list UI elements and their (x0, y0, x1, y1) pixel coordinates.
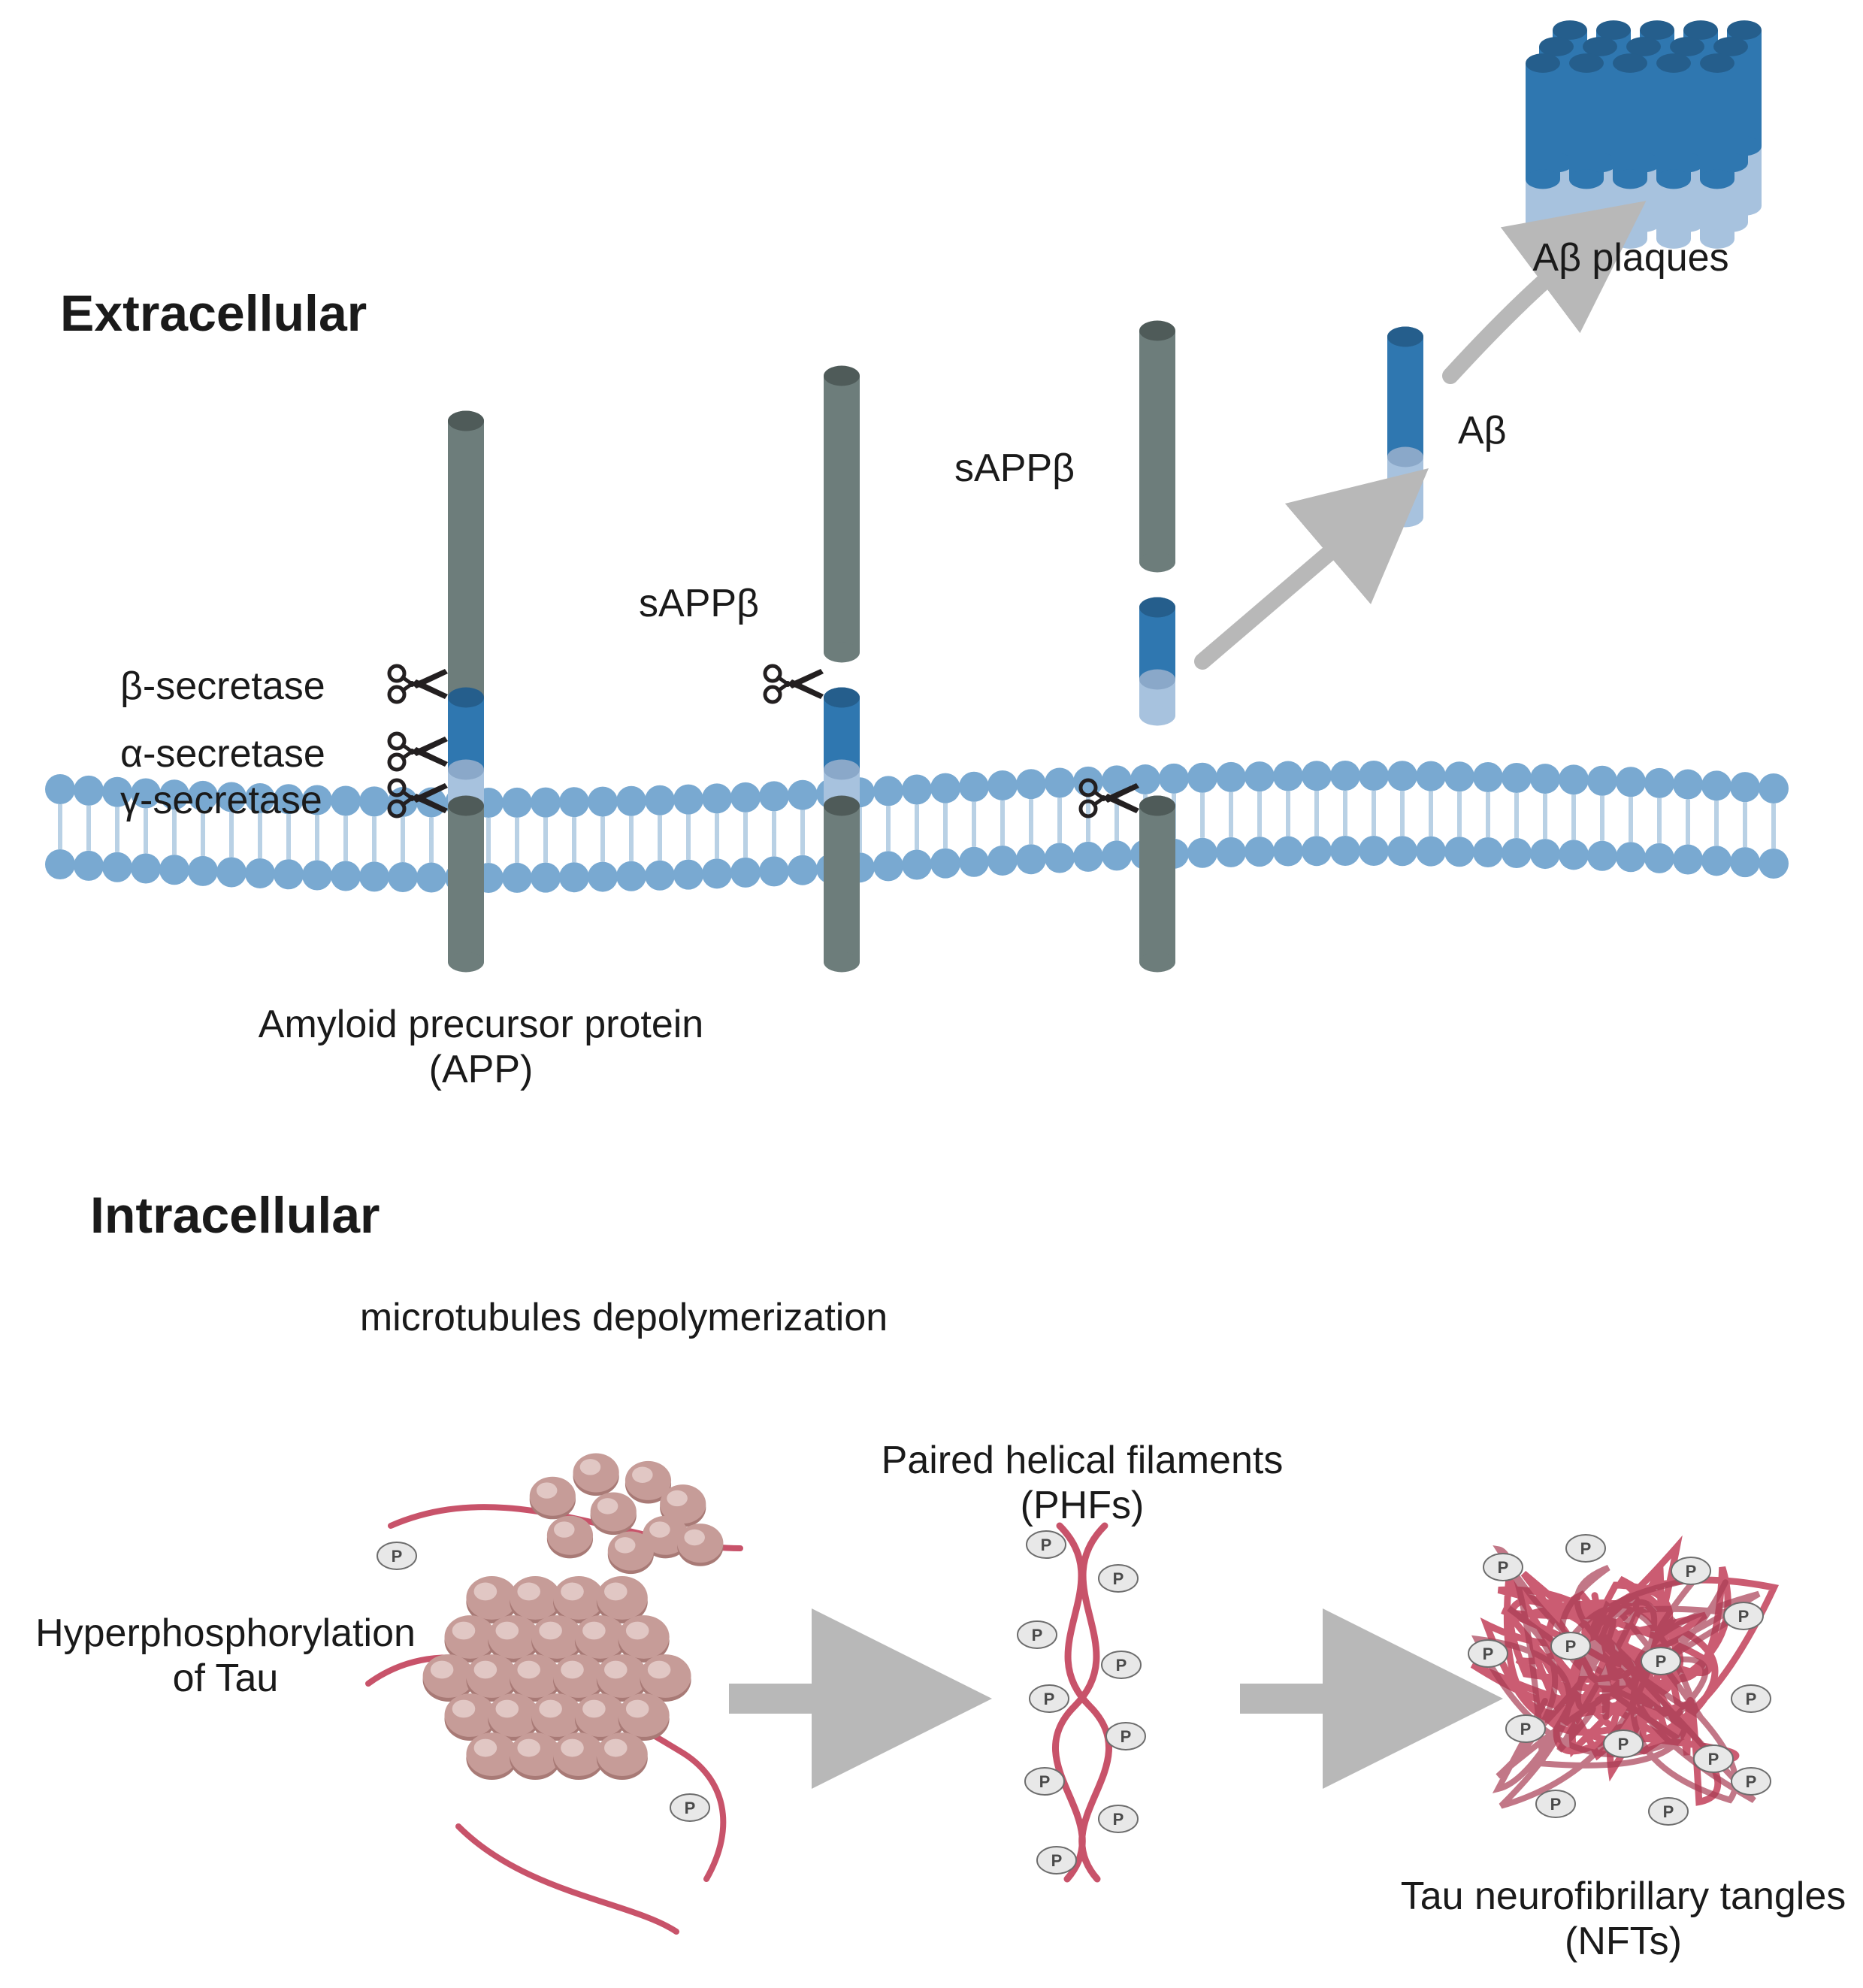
phospho-marker: P (1641, 1648, 1680, 1675)
phospho-marker: P (1106, 1723, 1145, 1750)
phospho-marker: P (1099, 1565, 1138, 1592)
label-abeta-plaques: Aβ plaques (1532, 236, 1728, 280)
phospho-marker: P (1724, 1602, 1763, 1629)
svg-text:P: P (685, 1799, 696, 1817)
svg-text:P: P (1044, 1690, 1055, 1708)
svg-text:P: P (1041, 1536, 1052, 1554)
svg-text:P: P (1498, 1558, 1509, 1577)
microtubule-layer: PP (368, 1453, 740, 1932)
label-microtubules: microtubules depolymerization (360, 1296, 888, 1339)
svg-text:P: P (1686, 1562, 1697, 1581)
phospho-marker: P (1018, 1621, 1057, 1648)
label-nft-1: Tau neurofibrillary tangles (1401, 1875, 1846, 1918)
phospho-marker: P (1551, 1632, 1590, 1660)
label-app-line1: Amyloid precursor protein (259, 1003, 703, 1046)
plaque-layer (1526, 20, 1762, 249)
phospho-marker: P (1731, 1768, 1771, 1795)
label-gamma-secretase: γ-secretase (120, 779, 322, 822)
phospho-marker: P (1030, 1685, 1069, 1712)
phospho-marker: P (377, 1542, 416, 1569)
phospho-marker: P (1025, 1768, 1064, 1795)
label-hyperp-1: Hyperphosphorylation (35, 1611, 416, 1655)
arrow-curve (1202, 511, 1378, 661)
label-nft-2: (NFTs) (1565, 1920, 1682, 1963)
label-alpha-secretase: α-secretase (120, 732, 325, 776)
svg-text:P: P (1580, 1539, 1592, 1558)
phospho-marker: P (1671, 1557, 1710, 1584)
nft-layer: P P P P P P P P P P P P P P (1468, 1535, 1774, 1825)
phospho-marker: P (1102, 1651, 1141, 1678)
svg-text:P: P (1121, 1727, 1132, 1746)
heading-intracellular: Intracellular (90, 1187, 380, 1244)
svg-text:P: P (1039, 1772, 1051, 1791)
svg-text:P: P (1113, 1569, 1124, 1588)
label-beta-secretase: β-secretase (120, 664, 325, 708)
svg-text:P: P (1550, 1795, 1562, 1814)
label-sappb-2: sAPPβ (954, 446, 1075, 490)
svg-text:P: P (1483, 1645, 1494, 1663)
phospho-marker: P (1649, 1798, 1688, 1825)
svg-text:P: P (1618, 1735, 1629, 1753)
svg-text:P: P (1565, 1637, 1577, 1656)
phf-layer: P P P P P P P P P (1018, 1526, 1145, 1879)
label-sappb-1: sAPPβ (639, 582, 759, 625)
svg-text:P: P (1051, 1851, 1063, 1870)
svg-text:P: P (1746, 1772, 1757, 1791)
tau-strand (458, 1826, 676, 1932)
svg-text:P: P (1663, 1802, 1674, 1821)
label-abeta: Aβ (1458, 409, 1507, 452)
phospho-marker: P (1099, 1805, 1138, 1832)
phospho-marker: P (1037, 1847, 1076, 1874)
scissors-icon (389, 666, 448, 702)
phospho-marker: P (670, 1794, 709, 1821)
svg-text:P: P (1116, 1656, 1127, 1675)
phospho-marker: P (1027, 1531, 1066, 1558)
svg-text:P: P (1708, 1750, 1719, 1769)
label-phf-1: Paired helical filaments (882, 1439, 1284, 1482)
svg-text:P: P (1113, 1810, 1124, 1829)
svg-text:P: P (1656, 1652, 1667, 1671)
label-app-line2: (APP) (429, 1048, 534, 1091)
phospho-marker: P (1731, 1685, 1771, 1712)
phospho-marker: P (1483, 1554, 1523, 1581)
phospho-marker: P (1506, 1715, 1545, 1742)
phospho-marker: P (1566, 1535, 1605, 1562)
svg-text:P: P (392, 1547, 403, 1566)
svg-text:P: P (1032, 1626, 1043, 1645)
phospho-marker: P (1604, 1730, 1643, 1757)
scissors-icon (389, 734, 448, 770)
phospho-marker: P (1468, 1640, 1508, 1667)
scissors-icon (765, 666, 824, 702)
phospho-marker: P (1536, 1790, 1575, 1817)
svg-text:P: P (1520, 1720, 1532, 1738)
phospho-marker: P (1694, 1745, 1733, 1772)
svg-text:P: P (1738, 1607, 1750, 1626)
heading-extracellular: Extracellular (60, 285, 367, 342)
label-hyperp-2: of Tau (173, 1657, 279, 1700)
svg-text:P: P (1746, 1690, 1757, 1708)
label-phf-2: (PHFs) (1021, 1484, 1145, 1527)
diagram-canvas: PP PPPPPPPPP PPPPPPPPPPPPPP Extracellula… (0, 0, 1863, 1988)
